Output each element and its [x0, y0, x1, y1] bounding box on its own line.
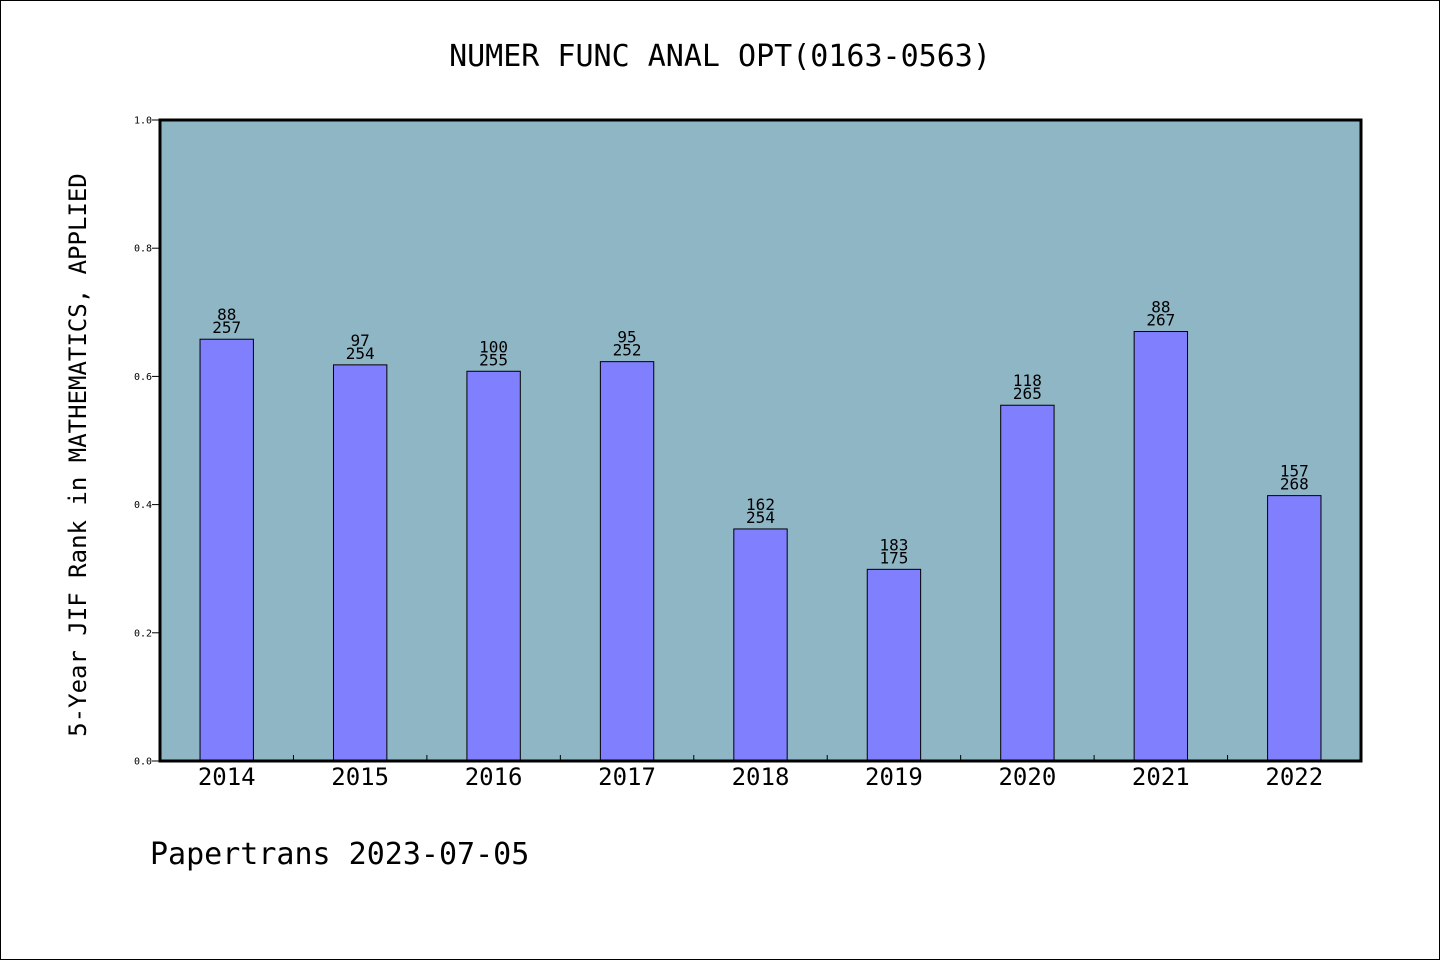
plot-border [158, 118, 1363, 763]
bar-label-rank-2015: 97 [351, 331, 370, 350]
bar-label-total-2021: 267 [1146, 311, 1175, 330]
bar-label-rank-2019: 183 [879, 535, 908, 554]
bar-label-total-2019: 175 [879, 548, 908, 567]
bar-label-total-2020: 265 [1013, 384, 1042, 403]
x-tick-label-2021: 2021 [1132, 763, 1190, 791]
bar-label-rank-2020: 118 [1013, 371, 1042, 390]
x-tick-label-2019: 2019 [865, 763, 923, 791]
bar-label-rank-2017: 95 [617, 328, 636, 347]
y-axis-label: 5-Year JIF Rank in MATHEMATICS, APPLIED [64, 173, 92, 737]
bar-label-total-2022: 268 [1280, 475, 1309, 494]
bar-2020 [1000, 404, 1055, 762]
y-tick-label: 0.8 [134, 244, 152, 255]
y-tick-label: 0.4 [134, 500, 152, 511]
bar-label-rank-2022: 157 [1280, 462, 1309, 481]
bar-label-total-2018: 254 [746, 508, 775, 527]
bar-label-total-2015: 254 [346, 344, 375, 363]
x-tick-label-2015: 2015 [331, 763, 389, 791]
x-tick-label-2017: 2017 [598, 763, 656, 791]
bar-label-rank-2016: 100 [479, 337, 508, 356]
x-axis: 2014 2015 2016 2017 2018 2019 2020 2021 2022 [198, 755, 1323, 791]
chart-title: NUMER FUNC ANAL OPT(0163-0563) [449, 39, 991, 74]
y-axis: 0.0 0.2 0.4 0.6 0.8 1.0 [134, 116, 160, 768]
y-tick-label: 0.6 [134, 372, 152, 383]
bar-label-rank-2018: 162 [746, 495, 775, 514]
bar-2022 [1267, 495, 1322, 762]
bars-layer [199, 331, 1322, 762]
bar-2016 [466, 370, 521, 762]
x-tick-label-2020: 2020 [998, 763, 1056, 791]
bar-label-total-2017: 252 [613, 341, 642, 360]
bar-label-total-2016: 255 [479, 350, 508, 369]
footer-watermark: Papertrans 2023-07-05 [150, 837, 529, 872]
bar-2015 [332, 364, 388, 762]
x-tick-label-2016: 2016 [465, 763, 523, 791]
bar-label-total-2014: 257 [212, 318, 241, 337]
x-tick-label-2022: 2022 [1265, 763, 1323, 791]
bar-2017 [599, 361, 655, 762]
x-tick-label-2014: 2014 [198, 763, 256, 791]
bar-2014 [199, 338, 254, 762]
bar-label-rank-2021: 88 [1151, 298, 1170, 317]
bar-2019 [866, 568, 922, 762]
y-tick-label: 0.2 [134, 628, 152, 639]
bar-2018 [733, 528, 788, 762]
y-tick-label: 1.0 [134, 116, 152, 127]
bar-2021 [1133, 331, 1189, 762]
y-tick-label: 0.0 [134, 757, 152, 768]
x-tick-label-2018: 2018 [732, 763, 790, 791]
bar-label-rank-2014: 88 [217, 305, 236, 324]
